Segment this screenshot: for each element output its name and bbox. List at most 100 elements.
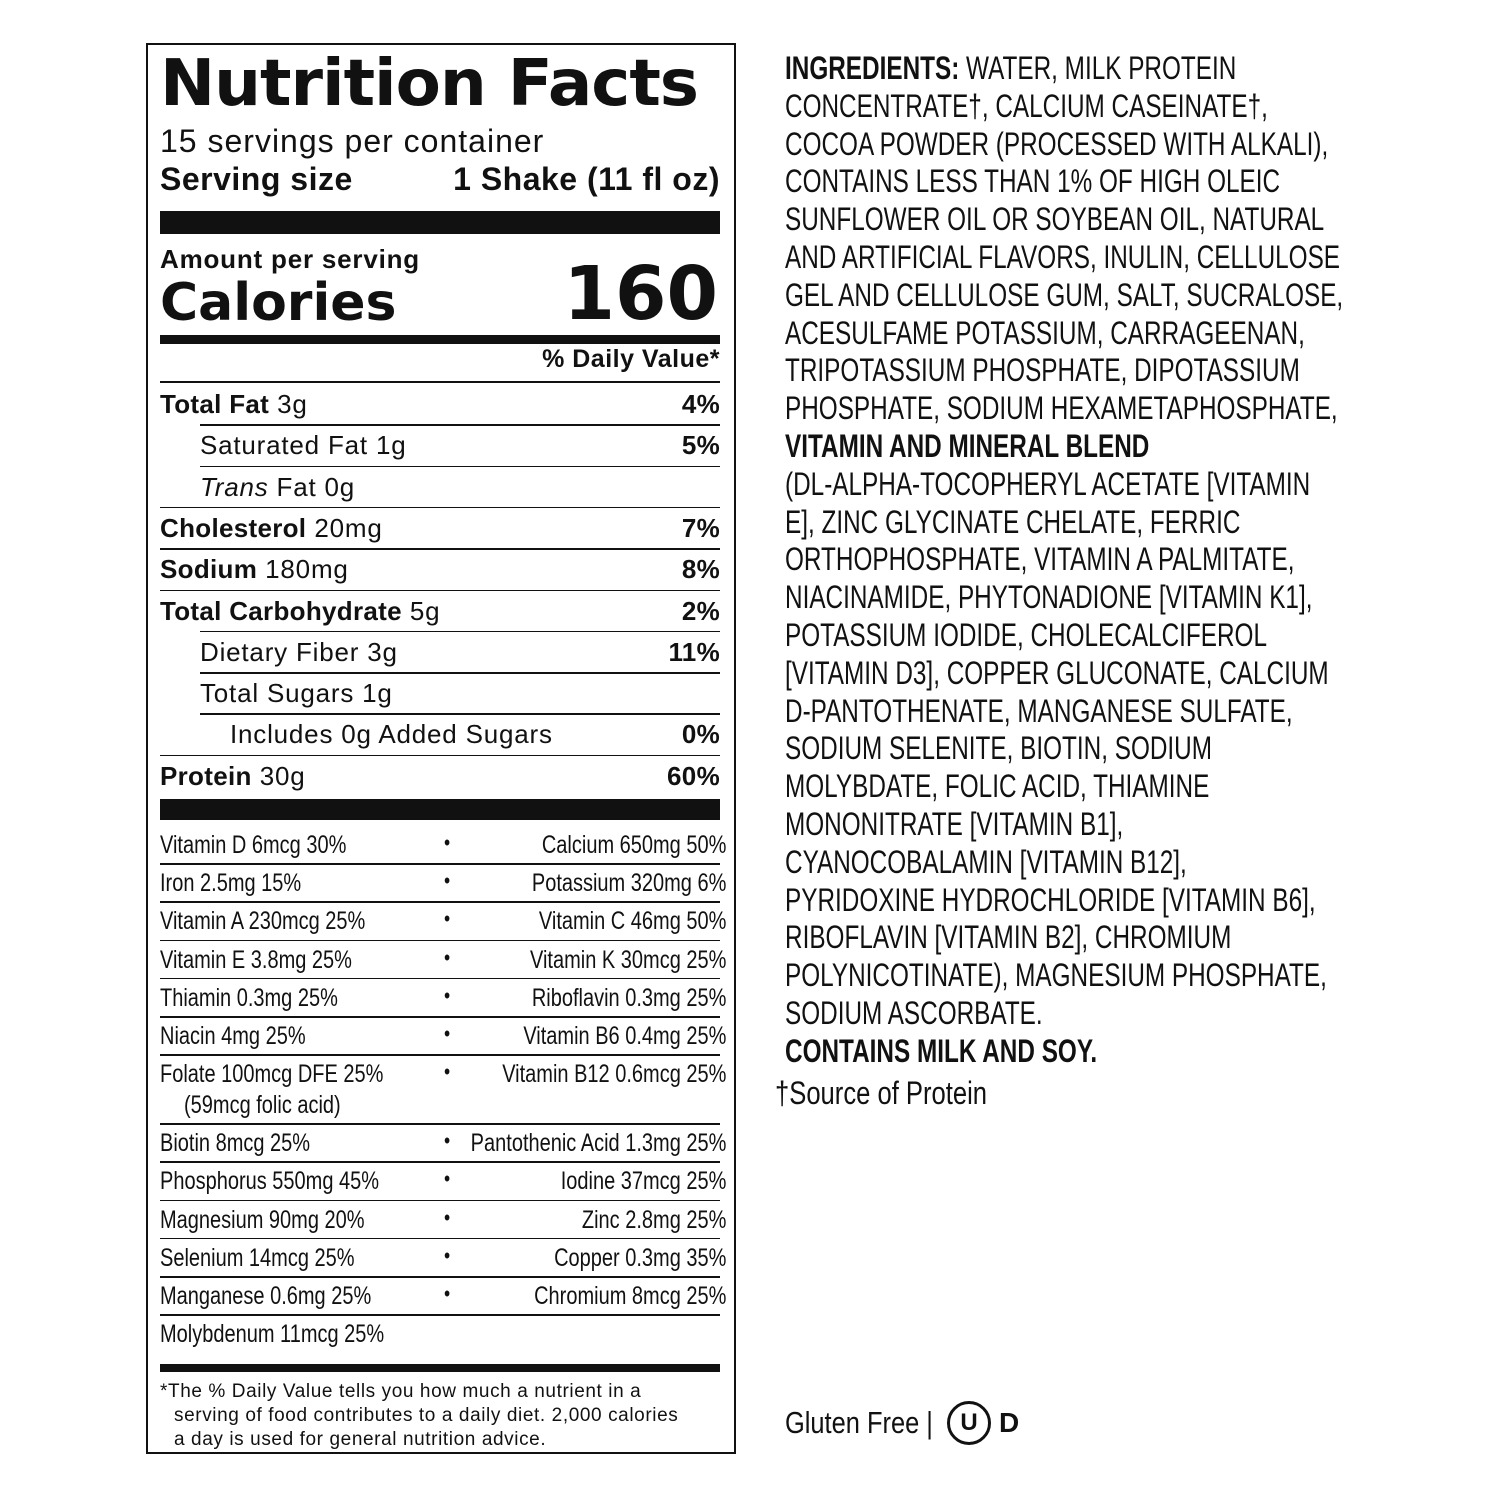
divider bbox=[160, 901, 720, 903]
vitamin-left-text: Molybdenum 11mcg 25% bbox=[160, 1320, 385, 1349]
vitamin-right-text: Iodine 37mcg 25% bbox=[560, 1167, 727, 1196]
vitamin-left-text: Iron 2.5mg 15% bbox=[160, 869, 302, 898]
vitamin-left: Thiamin 0.3mg 25% bbox=[160, 984, 338, 1013]
nutrient-amount: 20mg bbox=[306, 512, 383, 543]
ingredient-line: (DL-ALPHA-TOCOPHERYL ACETATE [VITAMIN bbox=[785, 466, 1363, 504]
divider bbox=[160, 1314, 720, 1316]
footnote-line: serving of food contributes to a daily d… bbox=[174, 1405, 679, 1426]
vitamin-row-inner: Thiamin 0.3mg 25% • Riboflavin 0.3mg 25% bbox=[160, 983, 727, 1013]
vitamin-row: Phosphorus 550mg 45% • Iodine 37mcg 25% bbox=[160, 1166, 727, 1196]
vitamin-left-text: Manganese 0.6mg 25% bbox=[160, 1282, 372, 1310]
vitamin-row: Selenium 14mcg 25% • Copper 0.3mg 35% bbox=[160, 1242, 727, 1273]
bullet-separator: • bbox=[444, 1281, 451, 1306]
gluten-free-label: Gluten Free | bbox=[785, 1405, 933, 1440]
bullet-separator: • bbox=[444, 1204, 451, 1230]
vitamin-left: Vitamin A 230mcg 25% bbox=[160, 907, 365, 936]
nutrient-name: Dietary Fiber 3g bbox=[160, 637, 398, 668]
vitamin-row: Molybdenum 11mcg 25% bbox=[160, 1320, 726, 1349]
divider bbox=[200, 630, 720, 633]
vitamin-row: Folate 100mcg DFE 25% (59mcg folic acid) •… bbox=[160, 1059, 726, 1120]
vitamin-row: Niacin 4mg 25% • Vitamin B6 0.4mg 25% bbox=[160, 1021, 727, 1051]
nutrient-amount: Fat 0g bbox=[268, 471, 356, 502]
vitamin-left-text: Biotin 8mcg 25% bbox=[160, 1129, 311, 1158]
calories-value: 160 bbox=[563, 251, 718, 337]
kosher-dairy-mark: D bbox=[999, 1407, 1020, 1438]
ingredient-text: E], ZINC GLYCINATE CHELATE, FERRIC bbox=[785, 503, 1241, 540]
nutrient-amount: Saturated Fat 1g bbox=[200, 430, 407, 461]
vitamin-left-text: Magnesium 90mg 20% bbox=[160, 1205, 365, 1234]
ingredient-text: (DL-ALPHA-TOCOPHERYL ACETATE [VITAMIN bbox=[785, 465, 1311, 502]
ingredient-line: D-PANTOTHENATE, MANGANESE SULFATE, bbox=[785, 693, 1363, 731]
nutrient-name: Cholesterol 20mg bbox=[160, 513, 383, 544]
nutrient-row: Protein 30g 60% bbox=[160, 756, 720, 797]
vitamin-left: Molybdenum 11mcg 25% bbox=[160, 1320, 384, 1349]
nutrient-daily-value: 7% bbox=[681, 512, 720, 543]
ingredient-text: AND ARTIFICIAL FLAVORS, INULIN, CELLULOS… bbox=[785, 238, 1341, 275]
ingredient-text: WATER, MILK PROTEIN bbox=[959, 50, 1237, 86]
vitamin-left: Phosphorus 550mg 45% bbox=[160, 1167, 379, 1196]
ingredient-line: COCOA POWDER (PROCESSED WITH ALKALI), bbox=[785, 126, 1363, 164]
ingredient-line: SODIUM ASCORBATE. bbox=[785, 995, 1363, 1033]
ingredient-line: ORTHOPHOSPHATE, VITAMIN A PALMITATE, bbox=[785, 541, 1363, 579]
ingredient-text: PYRIDOXINE HYDROCHLORIDE [VITAMIN B6], bbox=[785, 881, 1316, 918]
divider bbox=[160, 1016, 720, 1018]
nutrient-row: Total Carbohydrate 5g 2% bbox=[160, 591, 720, 632]
serving-size-label: Serving size bbox=[160, 161, 353, 197]
nutrient-name: Saturated Fat 1g bbox=[160, 430, 406, 461]
ingredient-text: MOLYBDATE, FOLIC ACID, THIAMINE bbox=[785, 768, 1210, 805]
ingredient-text: SODIUM SELENITE, BIOTIN, SODIUM bbox=[785, 730, 1213, 767]
nutrient-name: Total Fat 3g bbox=[160, 389, 308, 420]
ingredients-list: INGREDIENTS: WATER, MILK PROTEIN CONCENTR… bbox=[785, 50, 1500, 1071]
certification-badges: Gluten Free | U D bbox=[785, 1401, 1019, 1445]
nutrient-bold-label: Total Fat bbox=[160, 389, 270, 419]
ingredient-line: POTASSIUM IODIDE, CHOLECALCIFEROL bbox=[785, 617, 1363, 655]
vitamin-right-text: Vitamin C 46mg 50% bbox=[538, 907, 727, 936]
vitamin-row: Iron 2.5mg 15% • Potassium 320mg 6% bbox=[160, 868, 726, 898]
ingredient-line: NIACINAMIDE, PHYTONADIONE [VITAMIN K1], bbox=[785, 579, 1363, 617]
ingredient-text: NIACINAMIDE, PHYTONADIONE [VITAMIN K1], bbox=[785, 579, 1313, 616]
nutrient-italic-label: Trans bbox=[200, 471, 269, 502]
nutrient-name: Trans Fat 0g bbox=[160, 472, 355, 503]
vitamin-right-text: Copper 0.3mg 35% bbox=[554, 1243, 727, 1272]
vitamin-right-text: Riboflavin 0.3mg 25% bbox=[531, 983, 727, 1012]
nutrient-name: Total Sugars 1g bbox=[160, 678, 393, 709]
ingredient-line: PHOSPHATE, SODIUM HEXAMETAPHOSPHATE, bbox=[785, 390, 1363, 428]
bullet-separator: • bbox=[444, 1021, 451, 1046]
vitamin-row: Magnesium 90mg 20% • Zinc 2.8mg 25% bbox=[160, 1204, 726, 1235]
vitamin-row-inner: Molybdenum 11mcg 25% bbox=[160, 1320, 726, 1349]
nutrient-daily-value: 11% bbox=[668, 636, 720, 667]
nutrient-daily-value: 60% bbox=[667, 760, 720, 791]
vitamin-row-inner: Vitamin D 6mcg 30% • Calcium 650mg 50% bbox=[160, 830, 726, 860]
vitamin-right-text: Vitamin B6 0.4mg 25% bbox=[523, 1022, 727, 1050]
ingredient-line: GEL AND CELLULOSE GUM, SALT, SUCRALOSE, bbox=[785, 277, 1363, 315]
vitamin-left: Selenium 14mcg 25% bbox=[160, 1244, 355, 1273]
nutrient-daily-value: 4% bbox=[681, 389, 720, 419]
vitamin-left-text: Selenium 14mcg 25% bbox=[160, 1243, 355, 1272]
nutrient-bold-label: Protein bbox=[160, 760, 252, 791]
divider bbox=[160, 1123, 720, 1125]
bullet-separator: • bbox=[444, 830, 451, 855]
nutrient-amount: 5g bbox=[401, 595, 441, 626]
vitamin-left: Biotin 8mcg 25% bbox=[160, 1129, 310, 1158]
ingredient-line: POLYNICOTINATE), MAGNESIUM PHOSPHATE, bbox=[785, 957, 1363, 995]
ingredient-text: POLYNICOTINATE), MAGNESIUM PHOSPHATE, bbox=[785, 957, 1327, 994]
ingredient-line: VITAMIN AND MINERAL BLEND bbox=[785, 428, 1363, 466]
divider bbox=[160, 1276, 720, 1278]
vitamin-left-subtext: (59mcg folic acid) bbox=[184, 1091, 341, 1120]
nutrient-amount: Dietary Fiber 3g bbox=[200, 636, 398, 667]
bullet-separator: • bbox=[444, 1242, 451, 1268]
vitamin-left-text: Vitamin E 3.8mg 25% bbox=[160, 945, 352, 974]
ingredient-line: CYANOCOBALAMIN [VITAMIN B12], bbox=[785, 844, 1363, 882]
footnote-line: a day is used for general nutrition advi… bbox=[174, 1429, 547, 1450]
vitamin-right-text: Vitamin K 30mcg 25% bbox=[530, 945, 727, 974]
nutrient-bold-label: Cholesterol bbox=[160, 512, 307, 543]
vitamin-left-text: Phosphorus 550mg 45% bbox=[160, 1167, 380, 1196]
vitamin-row-inner: Phosphorus 550mg 45% • Iodine 37mcg 25% bbox=[160, 1166, 727, 1196]
divider bbox=[160, 939, 720, 942]
vitamin-row: Vitamin E 3.8mg 25% • Vitamin K 30mcg 25% bbox=[160, 945, 727, 975]
ingredient-text: [VITAMIN D3], COPPER GLUCONATE, CALCIUM bbox=[785, 654, 1329, 691]
divider bbox=[200, 424, 720, 426]
nutrient-daily-value: 5% bbox=[681, 430, 720, 461]
divider bbox=[160, 863, 720, 865]
divider bbox=[160, 506, 720, 509]
